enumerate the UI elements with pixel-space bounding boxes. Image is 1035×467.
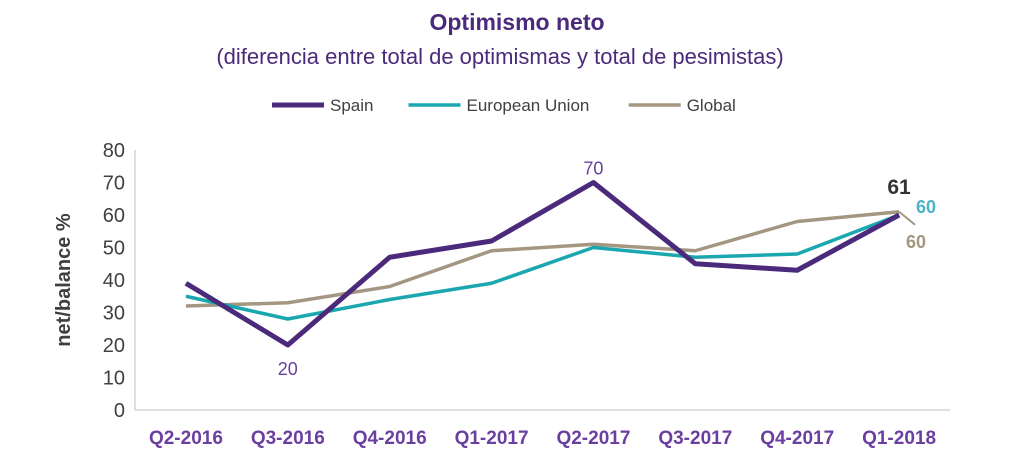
series-line-spain [184, 180, 901, 348]
y-tick-label: 40 [103, 270, 125, 292]
x-tick-label: Q1-2017 [455, 428, 529, 449]
y-tick-label: 30 [103, 303, 125, 325]
chart-subtitle: (diferencia entre total de optimismas y … [216, 44, 783, 69]
legend-label: European Union [467, 96, 590, 115]
y-tick-label: 20 [103, 335, 125, 357]
x-tick-label: Q3-2016 [251, 428, 325, 449]
x-tick-label: Q3-2017 [658, 428, 732, 449]
data-label: 70 [583, 159, 603, 179]
y-tick-label: 70 [103, 173, 125, 195]
data-label: 60 [906, 232, 926, 252]
series-line-global [185, 210, 900, 308]
y-tick-label: 10 [103, 368, 125, 390]
x-tick-label: Q2-2017 [556, 428, 630, 449]
x-tick-label: Q1-2018 [862, 428, 936, 449]
chart-title: Optimismo neto [429, 9, 604, 35]
data-label: 61 [887, 176, 911, 199]
legend-label: Global [687, 96, 736, 115]
data-label: 60 [916, 197, 936, 217]
y-axis-label: net/balance % [53, 213, 75, 347]
legend-label: Spain [330, 96, 373, 115]
y-tick-label: 80 [103, 140, 125, 162]
y-tick-label: 60 [103, 205, 125, 227]
y-tick-label: 50 [103, 238, 125, 260]
data-label: 20 [278, 359, 298, 379]
series-line-european-union [185, 213, 900, 321]
x-tick-label: Q4-2017 [760, 428, 834, 449]
y-tick-label: 0 [114, 400, 125, 422]
x-tick-label: Q4-2016 [353, 428, 427, 449]
leader-line [898, 210, 916, 226]
x-tick-label: Q2-2016 [149, 428, 223, 449]
